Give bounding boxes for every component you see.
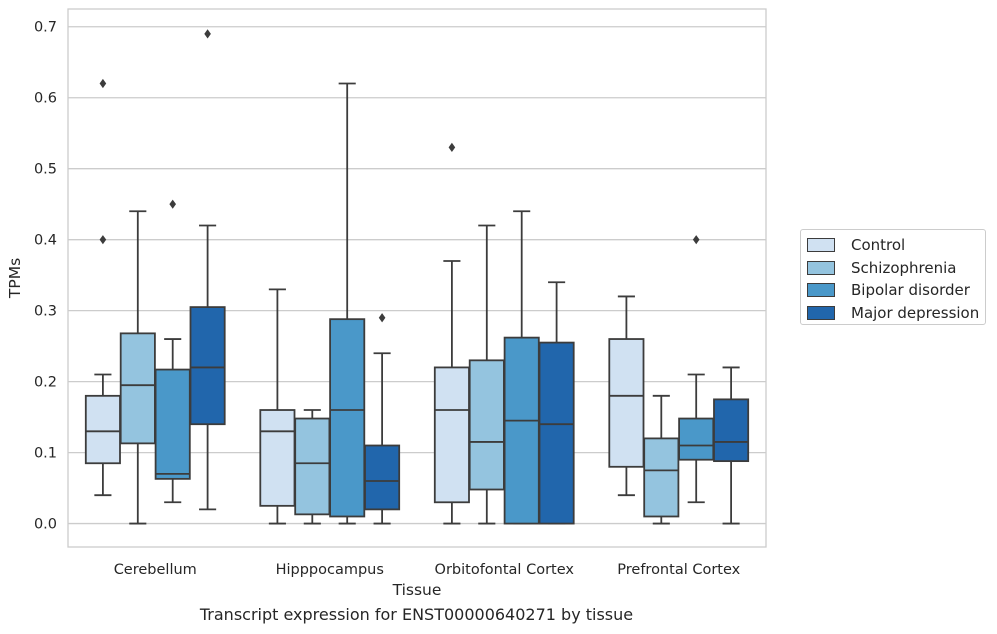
outlier-point [99,78,107,89]
box-iqr [503,336,540,525]
y-tick-label: 0.2 [34,375,57,391]
box-iqr [119,332,156,445]
box-iqr [433,366,470,504]
box-iqr [678,417,715,461]
y-tick-label: 0.6 [34,91,57,107]
box-cerebellum-control [84,78,121,497]
box-iqr [294,417,331,516]
box-iqr [608,338,645,468]
box-iqr [468,359,505,491]
legend-swatch-major-depression [807,306,835,320]
legend-item-control: Control [807,234,905,256]
box-hipppocampus-bipolar-disorder [329,82,366,525]
y-tick-label: 0.0 [34,517,57,533]
outlier-point [378,313,386,323]
x-tick-label-cerebellum: Cerebellum [114,562,197,578]
box-iqr [538,341,575,525]
box-cerebellum-bipolar-disorder [154,199,191,504]
legend-item-bipolar-disorder: Bipolar disorder [807,279,970,301]
box-hipppocampus-control [259,288,296,525]
legend-swatch-bipolar-disorder [807,283,835,297]
outlier-point [99,235,107,245]
box-iqr [713,398,750,463]
figure-caption: Transcript expression for ENST0000064027… [199,605,634,624]
x-tick-label-hipppocampus: Hipppocampus [276,562,384,578]
box-groups [84,29,750,525]
outlier-point [692,235,700,245]
box-iqr [154,368,191,480]
x-tick-label-orbitofontal-cortex: Orbitofontal Cortex [435,562,575,578]
box-prefrontal-cortex-schizophrenia [643,394,680,525]
box-prefrontal-cortex-control [608,295,645,497]
outlier-point [448,142,456,153]
outlier-point [169,199,177,209]
box-hipppocampus-schizophrenia [294,409,331,525]
box-iqr [259,409,296,507]
y-tick-label: 0.7 [34,20,57,36]
box-prefrontal-cortex-bipolar-disorder [678,235,715,504]
box-iqr [84,394,121,465]
y-tick-label: 0.5 [34,162,57,178]
box-cerebellum-major-depression [189,29,226,511]
box-iqr [189,306,226,426]
legend-swatch-control [807,238,835,252]
legend: Control Schizophrenia Bipolar disorder M… [800,229,986,325]
legend-swatch-schizophrenia [807,261,835,275]
legend-label-schizophrenia: Schizophrenia [851,259,957,277]
box-iqr [329,318,366,518]
box-orbitofontal-cortex-major-depression [538,281,575,525]
legend-item-schizophrenia: Schizophrenia [807,257,956,279]
legend-label-bipolar-disorder: Bipolar disorder [851,281,970,299]
x-axis-label: Tissue [392,581,442,599]
box-hipppocampus-major-depression [364,313,401,525]
x-axis-tick-labels: Cerebellum Hipppocampus Orbitofontal Corte… [114,562,741,578]
box-prefrontal-cortex-major-depression [713,366,750,525]
y-axis-tick-labels: 0.0 0.1 0.2 0.3 0.4 0.5 0.6 0.7 [34,20,57,533]
y-axis-label: TPMs [6,258,24,299]
legend-label-major-depression: Major depression [851,304,980,322]
box-iqr [364,444,401,511]
box-cerebellum-schizophrenia [119,210,156,525]
box-iqr [643,437,680,518]
outlier-point [204,29,211,39]
legend-item-major-depression: Major depression [807,302,979,324]
y-tick-label: 0.1 [34,446,57,462]
box-orbitofontal-cortex-control [433,142,470,525]
y-tick-label: 0.4 [34,233,57,249]
x-tick-label-prefrontal-cortex: Prefrontal Cortex [617,562,740,578]
y-tick-label: 0.3 [34,304,57,320]
legend-label-control: Control [851,236,906,254]
